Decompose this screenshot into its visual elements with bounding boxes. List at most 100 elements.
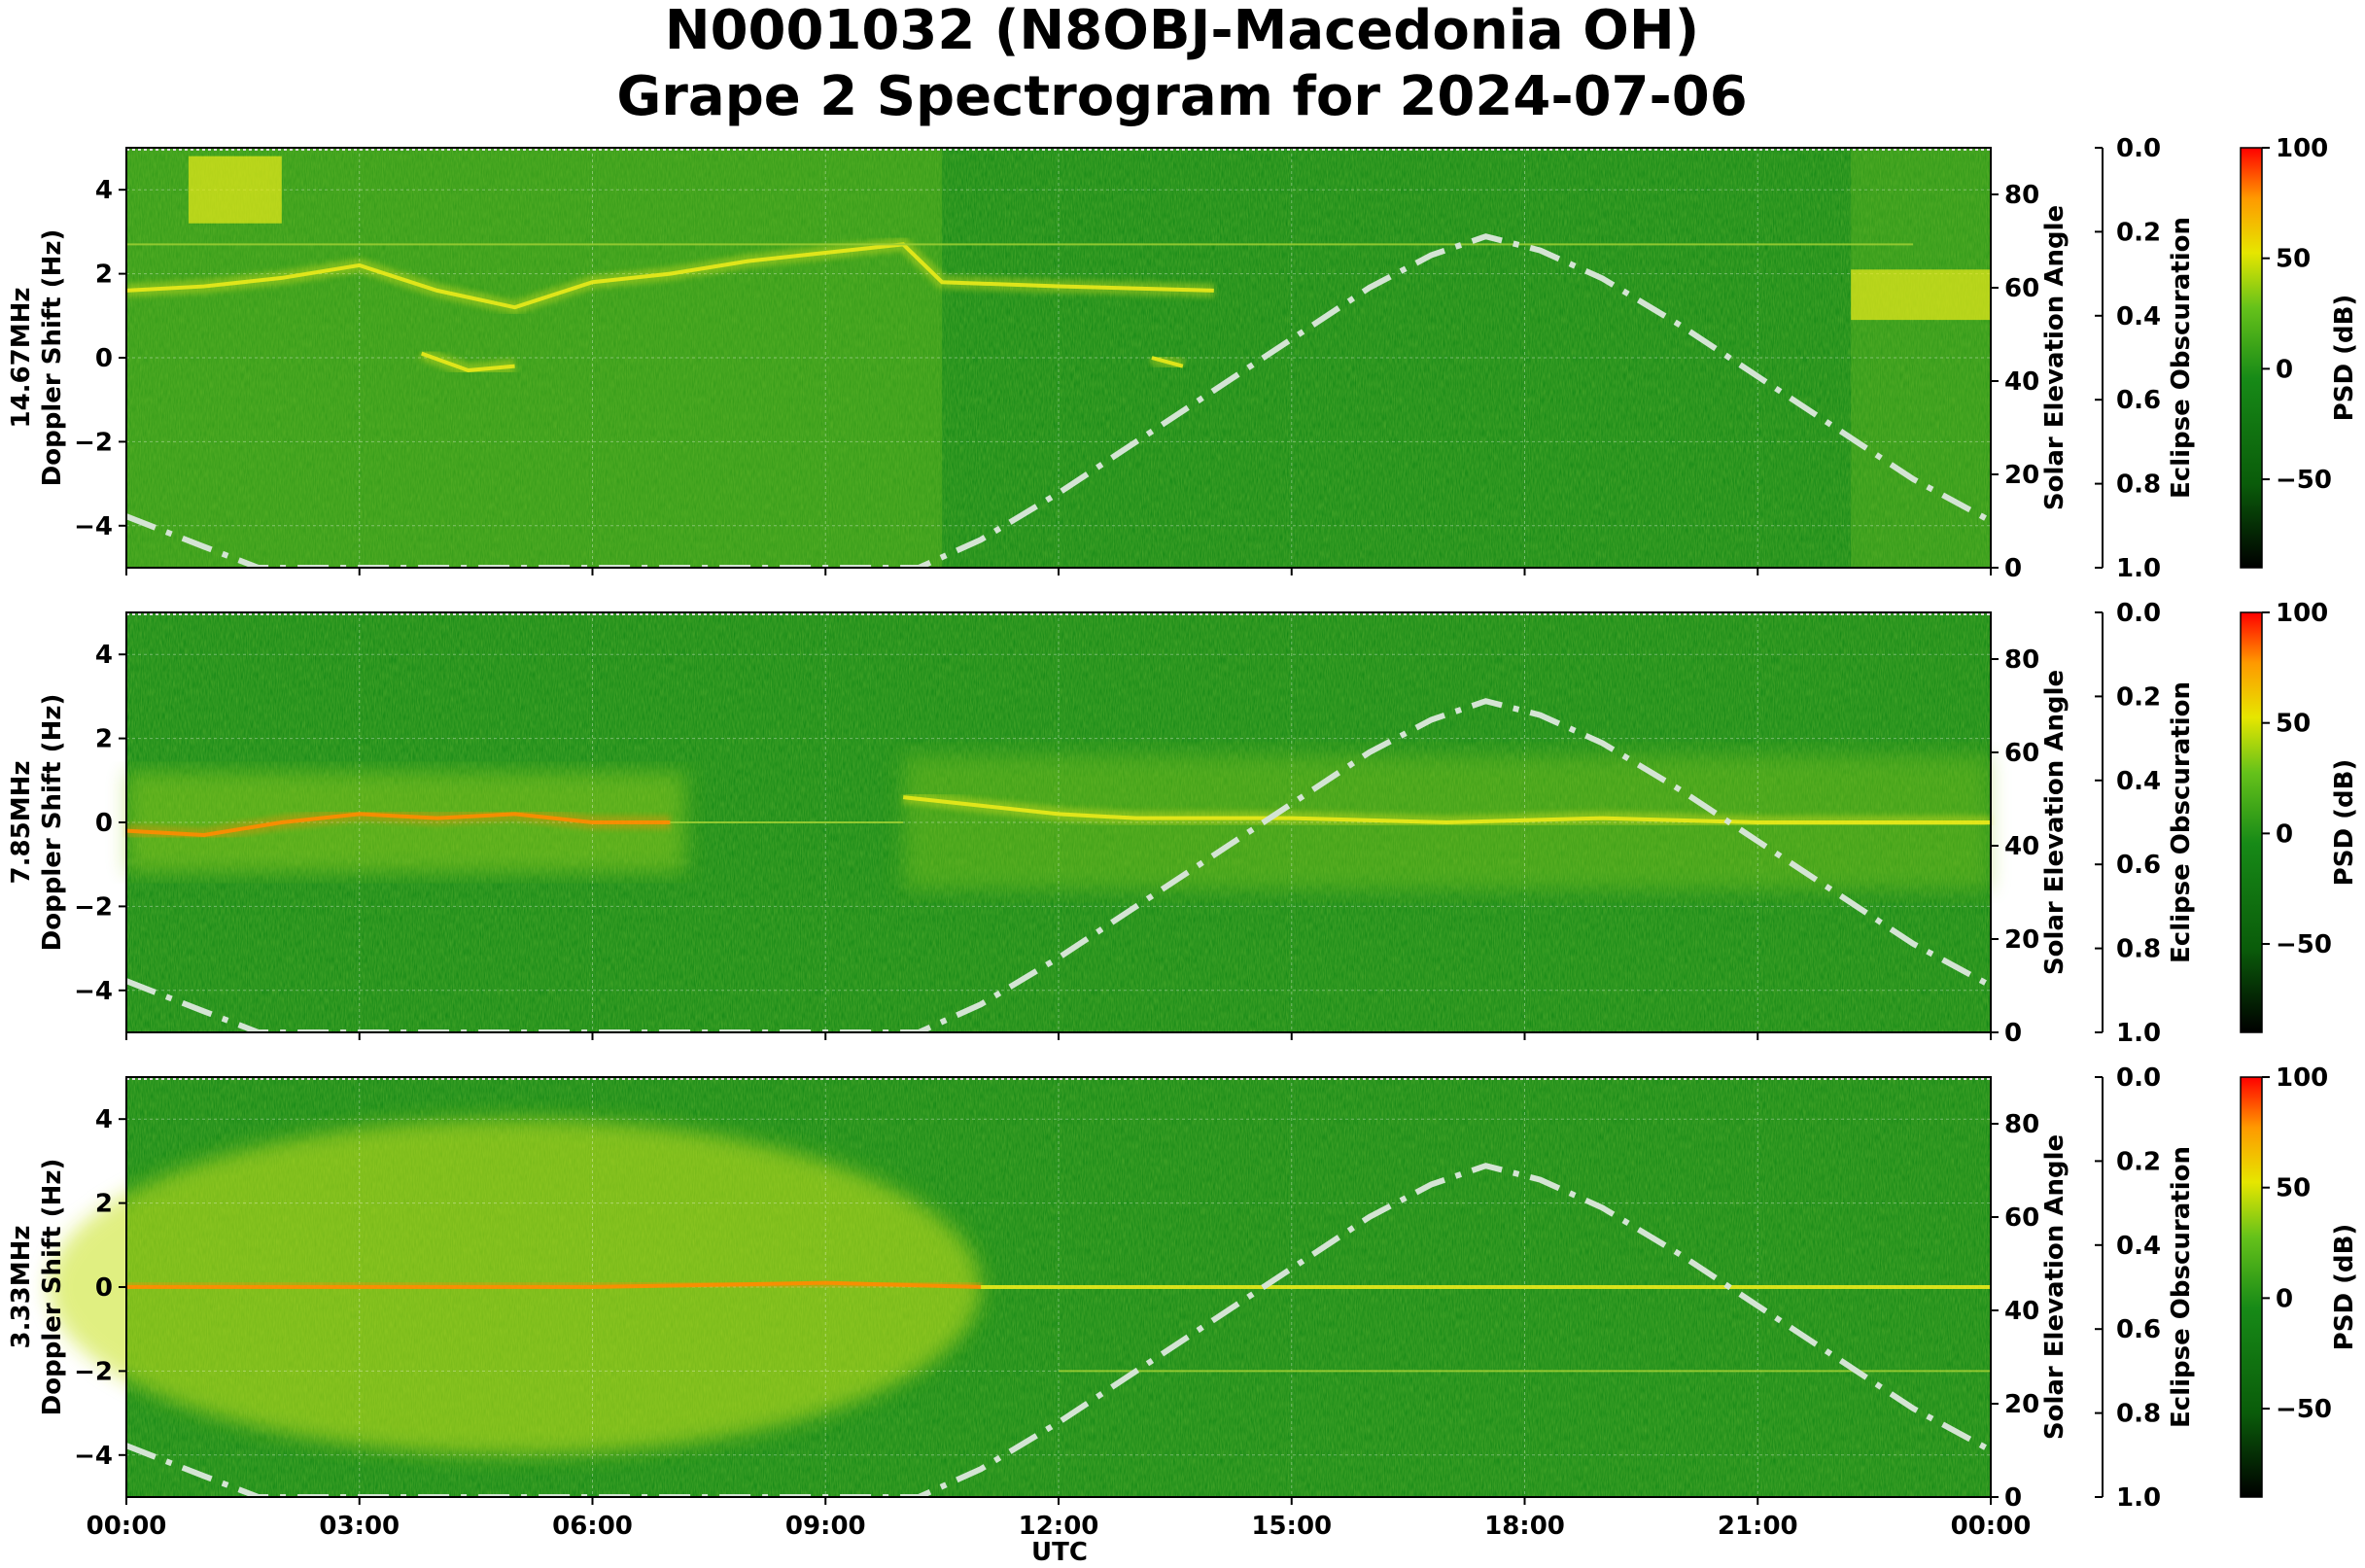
y-tick-label: −2 [74,428,113,457]
y-tick-label: −4 [74,512,113,541]
x-tick-label: 06:00 [552,1512,633,1541]
elevation-tick-label: 40 [2004,832,2039,861]
elevation-tick-label: 60 [2004,739,2039,768]
y-tick-label: −4 [74,977,113,1006]
panel-14.67MHz: 420−2−414.67MHz Doppler Shift (Hz)8060402… [7,134,2359,583]
colorbar-tick-label: 50 [2276,1174,2311,1203]
elevation-tick-label: 0 [2004,1483,2022,1513]
eclipse-tick-label: 0.6 [2116,1315,2161,1344]
signal-block [188,156,282,224]
x-tick-label: 15:00 [1251,1512,1332,1541]
colorbar-tick-label: 50 [2276,245,2311,274]
eclipse-tick-label: 0.2 [2116,218,2161,247]
colorbar-tick-label: 0 [2276,819,2293,849]
x-tick-label: 00:00 [1951,1512,2032,1541]
signal-trace [125,242,1214,310]
eclipse-tick-label: 0.4 [2116,302,2161,331]
eclipse-tick-label: 1.0 [2116,554,2161,583]
x-tick-label: 00:00 [87,1512,167,1541]
frequency-label: 14.67MHz [7,287,36,428]
solar-elevation-curve [126,698,1991,1032]
y-tick-label: 4 [95,176,113,205]
x-tick-label: 18:00 [1484,1512,1565,1541]
elevation-tick-label: 60 [2004,274,2039,303]
eclipse-tick-label: 0.8 [2116,470,2161,500]
elevation-tick-label: 60 [2004,1203,2039,1233]
colorbar-tick-label: −50 [2276,930,2332,959]
elevation-tick-label: 40 [2004,1297,2039,1326]
eclipse-tick-label: 1.0 [2116,1019,2161,1048]
colorbar-tick-label: 50 [2276,710,2311,739]
colorbar-label: PSD (dB) [2330,295,2359,422]
title-line1: N0001032 (N8OBJ-Macedonia OH) [665,0,1700,62]
eclipse-axis-label: Eclipse Obscuration [2167,217,2196,499]
y-tick-label: 2 [95,1190,113,1219]
elevation-tick-label: 20 [2004,1390,2039,1419]
signal-trace [125,812,671,837]
eclipse-tick-label: 1.0 [2116,1483,2161,1513]
x-tick-label: 12:00 [1019,1512,1099,1541]
y-tick-label: −4 [74,1442,113,1471]
eclipse-tick-label: 0.8 [2116,1400,2161,1429]
frequency-label: 7.85MHz [7,761,36,885]
eclipse-tick-label: 0.4 [2116,767,2161,796]
x-tick-label: 03:00 [319,1512,400,1541]
elevation-axis-label: Solar Elevation Angle [2040,1134,2069,1440]
signal-trace [421,351,515,372]
signal-trace [902,795,1991,825]
colorbar-tick-label: 100 [2276,134,2328,163]
y-tick-label: 0 [95,1273,113,1303]
colorbar [2240,611,2263,1033]
y-tick-label: −2 [74,1357,113,1386]
eclipse-tick-label: 0.0 [2116,134,2161,163]
signal-trace [1151,356,1184,368]
eclipse-axis-label: Eclipse Obscuration [2167,1146,2196,1428]
solar-elevation-curve [126,233,1991,568]
eclipse-tick-label: 0.2 [2116,1147,2161,1176]
panel-7.85MHz: 420−2−47.85MHz Doppler Shift (Hz)80604020… [7,599,2359,1048]
colorbar-label: PSD (dB) [2330,759,2359,887]
eclipse-tick-label: 0.8 [2116,935,2161,964]
panel-3.33MHz: 420−2−43.33MHz Doppler Shift (Hz)80604020… [7,1063,2359,1541]
eclipse-tick-label: 0.6 [2116,386,2161,415]
elevation-axis-label: Solar Elevation Angle [2040,670,2069,975]
y-tick-label: 4 [95,1105,113,1134]
elevation-tick-label: 20 [2004,925,2039,955]
eclipse-tick-label: 0.0 [2116,599,2161,628]
x-tick-label: 09:00 [785,1512,866,1541]
elevation-tick-label: 80 [2004,181,2039,210]
elevation-tick-label: 80 [2004,1110,2039,1139]
colorbar-label: PSD (dB) [2330,1224,2359,1351]
signal-trace [126,1280,982,1289]
colorbar-tick-label: −50 [2276,466,2332,495]
solar-elevation-curve [126,1163,1991,1497]
eclipse-axis-label: Eclipse Obscuration [2167,681,2196,963]
colorbar-tick-label: 0 [2276,355,2293,384]
eclipse-tick-label: 0.4 [2116,1232,2161,1261]
frequency-label: 3.33MHz [7,1226,36,1349]
colorbar-tick-label: 100 [2276,1063,2328,1093]
y-tick-label: 0 [95,344,113,373]
y-tick-label: 4 [95,641,113,670]
y-tick-label: 0 [95,809,113,838]
doppler-axis-label: Doppler Shift (Hz) [38,1159,67,1416]
colorbar [2240,1076,2263,1498]
colorbar [2240,147,2263,569]
doppler-axis-label: Doppler Shift (Hz) [38,229,67,487]
eclipse-tick-label: 0.2 [2116,682,2161,712]
x-axis-label: UTC [1031,1538,1088,1567]
x-tick-label: 21:00 [1718,1512,1798,1541]
elevation-tick-label: 20 [2004,461,2039,490]
eclipse-tick-label: 0.6 [2116,851,2161,880]
y-tick-label: 2 [95,261,113,290]
colorbar-tick-label: 100 [2276,599,2328,628]
signal-block [1851,269,1991,321]
elevation-tick-label: 0 [2004,1019,2022,1048]
doppler-axis-label: Doppler Shift (Hz) [38,694,67,952]
elevation-axis-label: Solar Elevation Angle [2040,205,2069,510]
panels-group: 420−2−414.67MHz Doppler Shift (Hz)8060402… [7,134,2359,1541]
title-line2: Grape 2 Spectrogram for 2024-07-06 [616,65,1747,128]
elevation-tick-label: 0 [2004,554,2022,583]
colorbar-tick-label: 0 [2276,1284,2293,1313]
